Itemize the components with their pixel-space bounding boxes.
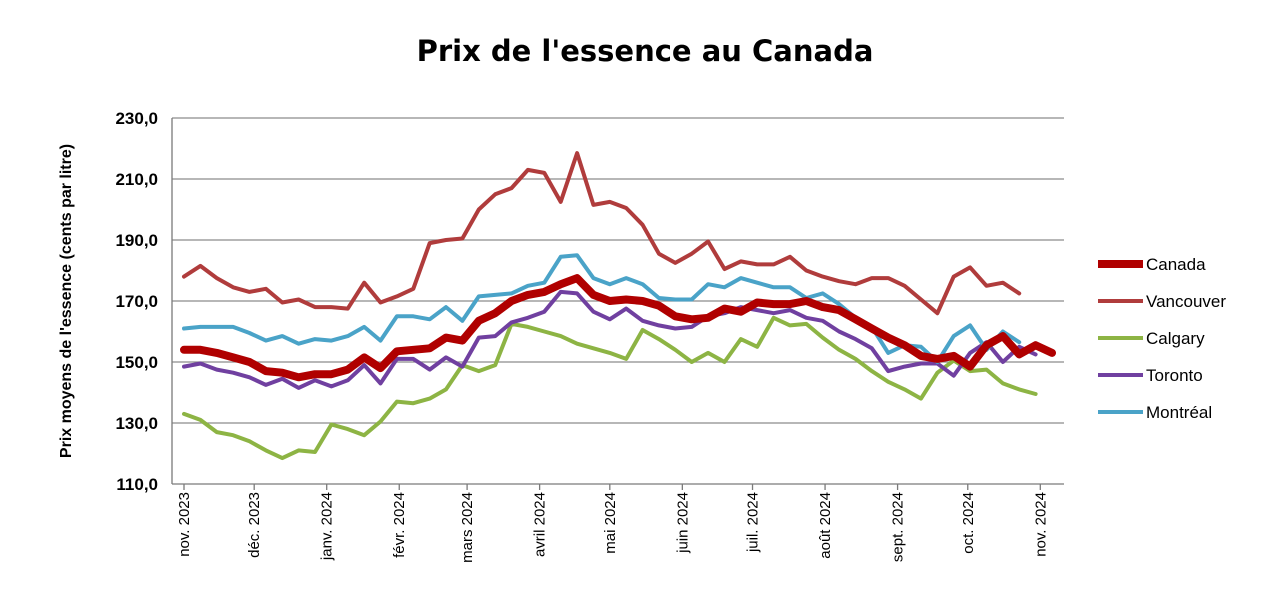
x-tick-label: janv. 2024 [319,492,336,561]
x-tick-label: avril 2024 [532,492,549,557]
chart-title: Prix de l'essence au Canada [417,34,874,68]
y-tick-label: 150,0 [115,353,158,372]
legend-label: Calgary [1146,329,1205,348]
x-tick-label: nov. 2024 [1032,492,1049,557]
legend-label: Toronto [1146,366,1203,385]
x-tick-label: juil. 2024 [745,492,762,553]
x-tick-label: déc. 2023 [246,492,263,558]
x-tick-label: nov. 2023 [176,492,193,557]
x-tick-label: août 2024 [817,492,834,559]
legend-label: Vancouver [1146,292,1226,311]
y-tick-label: 210,0 [115,170,158,189]
legend-label: Montréal [1146,403,1212,422]
x-tick-label: juin 2024 [674,492,691,554]
y-axis-label: Prix moyens de l'essence (cents par litr… [58,144,75,458]
x-tick-label: févr. 2024 [391,492,408,558]
y-tick-label: 230,0 [115,109,158,128]
x-tick-label: oct. 2024 [960,492,977,554]
y-tick-label: 190,0 [115,231,158,250]
y-tick-label: 130,0 [115,414,158,433]
series-line-canada [180,274,1056,382]
x-tick-labels: nov. 2023 déc. 2023 janv. 2024 févr. 2024 ma… [176,484,1049,563]
series-line-toronto [182,289,1038,390]
x-tick-label: mai 2024 [602,492,619,554]
legend: Canada Vancouver Calgary Toronto Montréal [1098,255,1226,422]
x-tick-label: sept. 2024 [890,492,907,562]
series-lines [180,151,1056,461]
y-tick-labels: 110,0 130,0 150,0 170,0 190,0 210,0 230,0 [115,109,158,494]
axes [171,118,1064,485]
series-line-montr-al [182,253,1022,364]
legend-label: Canada [1146,255,1206,274]
x-tick-label: mars 2024 [459,492,476,563]
y-tick-label: 110,0 [116,475,158,494]
series-line-calgary [182,315,1038,461]
y-tick-label: 170,0 [115,292,158,311]
series-line-vancouver [182,151,1022,316]
